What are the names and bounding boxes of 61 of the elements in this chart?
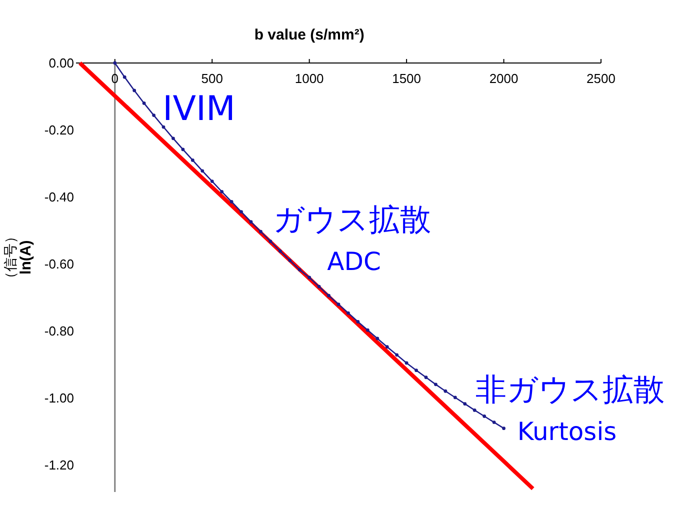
point	[424, 376, 428, 380]
point	[395, 353, 399, 357]
point	[336, 302, 340, 306]
point	[308, 276, 312, 280]
y-tick-label: -1.00	[44, 390, 74, 406]
point	[190, 158, 194, 162]
point	[356, 320, 360, 324]
point	[230, 200, 234, 204]
annotation: 非ガウス拡散	[476, 372, 664, 408]
point	[142, 102, 146, 105]
point	[249, 220, 253, 224]
point	[220, 190, 224, 194]
x-tick-label: 1500	[392, 71, 422, 86]
annotation: Kurtosis	[517, 417, 617, 446]
point	[434, 382, 438, 386]
point	[366, 328, 370, 332]
point	[162, 125, 166, 129]
point	[268, 240, 272, 244]
x-tick-label: 1000	[294, 71, 324, 86]
point	[259, 230, 262, 234]
point	[502, 426, 506, 430]
point	[376, 336, 380, 340]
point	[327, 294, 330, 298]
point	[414, 368, 418, 372]
point	[172, 136, 175, 140]
point	[122, 75, 126, 79]
x-tick-label: 0	[111, 71, 119, 86]
point	[278, 249, 282, 253]
annotation: ガウス拡散	[273, 202, 431, 238]
y-tick-label: -0.80	[44, 324, 74, 339]
y-tick-label: -0.60	[44, 256, 74, 272]
y-tick-label: 0.00	[48, 56, 74, 71]
annotation: IVIM	[162, 89, 236, 129]
point	[200, 169, 204, 173]
y-tick-label: -0.40	[44, 190, 74, 205]
x-tick-label: 500	[201, 71, 223, 86]
x-axis-title: b value (s/mm²)	[254, 26, 364, 44]
point	[492, 420, 496, 424]
point	[132, 88, 136, 92]
x-tick-label: 2500	[586, 71, 616, 86]
point	[453, 396, 457, 400]
point	[482, 414, 486, 418]
point	[298, 268, 302, 272]
point	[152, 114, 156, 117]
y-tick-label: -0.20	[44, 122, 74, 138]
point	[444, 389, 448, 393]
annotation: ADC	[327, 247, 381, 276]
point	[472, 408, 476, 412]
point	[288, 258, 292, 262]
point	[346, 311, 350, 315]
point	[210, 180, 214, 184]
point	[240, 210, 243, 214]
point	[317, 284, 321, 288]
x-tick-label: 2000	[489, 71, 518, 86]
point	[113, 61, 117, 65]
point	[404, 361, 408, 365]
y-axis-title: （信号） ln(A)	[2, 229, 34, 286]
point	[385, 345, 389, 349]
point	[181, 148, 185, 152]
y-tick-label: -1.20	[44, 458, 74, 473]
point	[463, 402, 467, 406]
